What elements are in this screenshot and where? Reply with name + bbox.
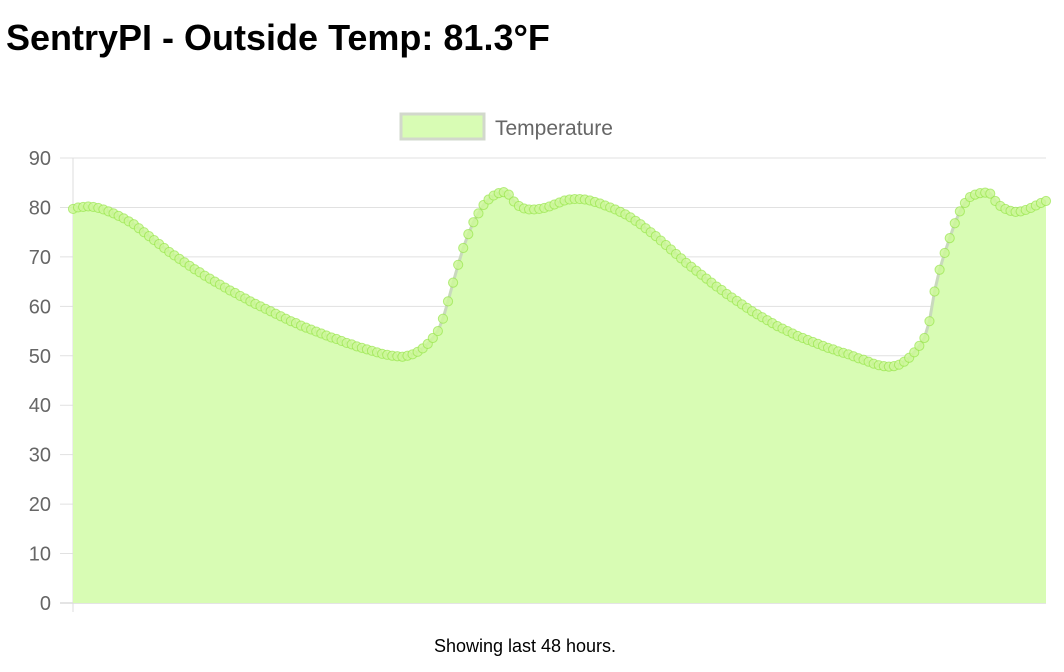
y-tick-label: 50 (29, 346, 51, 368)
data-point (453, 259, 464, 270)
legend-label: Temperature (495, 117, 613, 140)
y-tick-label: 10 (29, 544, 51, 566)
data-point (939, 247, 950, 259)
y-tick-label: 0 (40, 593, 51, 615)
data-point (919, 332, 930, 344)
data-point (914, 340, 925, 351)
data-point (473, 208, 484, 219)
data-point (503, 189, 514, 200)
data-point (427, 332, 438, 344)
data-point (468, 217, 479, 228)
data-point (949, 218, 960, 229)
data-point (447, 277, 459, 288)
data-point (463, 229, 474, 240)
page-title: SentryPI - Outside Temp: 81.3°F (6, 17, 550, 58)
y-tick-label: 60 (29, 296, 51, 318)
data-point (432, 325, 443, 337)
data-point (924, 316, 935, 327)
chart-caption: Showing last 48 hours. (433, 636, 617, 656)
data-point (1040, 195, 1052, 207)
data-point (944, 233, 955, 244)
data-point (954, 206, 965, 217)
data-point (934, 264, 945, 275)
data-point (985, 188, 996, 199)
chart-canvas: 0 10 20 30 40 50 60 70 80 90 Temperature (29, 112, 1052, 615)
data-point (442, 296, 454, 307)
legend-swatch (399, 112, 486, 141)
y-tick-label: 80 (29, 197, 51, 219)
data-point (458, 242, 469, 254)
data-point (437, 313, 449, 324)
data-point (929, 286, 940, 297)
temperature-chart: 0 10 20 30 40 50 60 70 80 90 Temperature (0, 100, 1064, 620)
y-tick-label: 30 (29, 445, 51, 467)
y-tick-label: 20 (29, 494, 51, 516)
y-tick-label: 70 (29, 247, 51, 269)
series-area (73, 192, 1046, 603)
y-tick-label: 40 (29, 395, 51, 417)
y-tick-label: 90 (29, 148, 51, 170)
